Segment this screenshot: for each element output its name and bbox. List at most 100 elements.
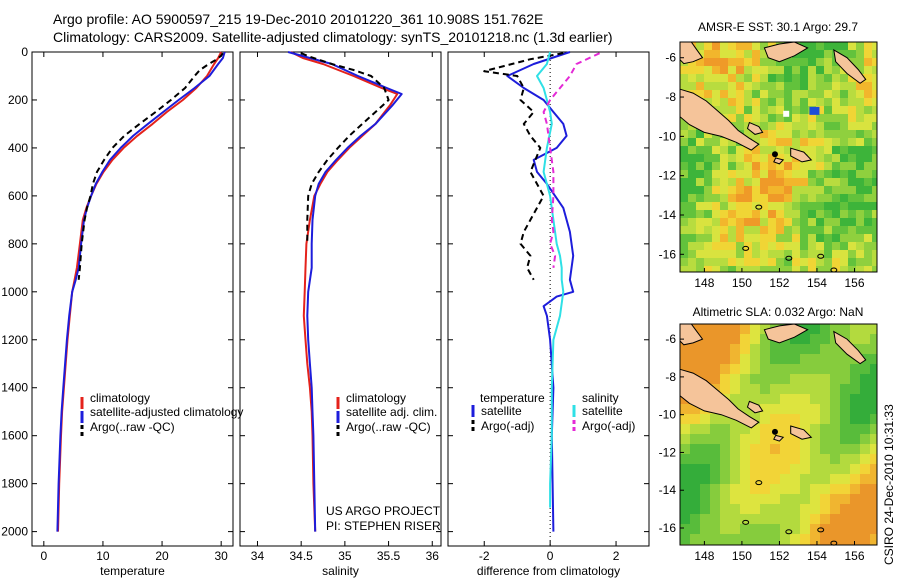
map-cell xyxy=(768,242,776,250)
map-cell xyxy=(704,202,712,210)
map-cell xyxy=(740,464,750,474)
map-cell xyxy=(760,74,768,82)
map-cell xyxy=(752,114,760,122)
map-cell xyxy=(872,58,877,66)
map-cell xyxy=(728,162,736,170)
land-mass xyxy=(763,41,809,63)
map-cell xyxy=(820,374,830,384)
land-mass xyxy=(790,147,813,163)
map-cell xyxy=(848,170,856,178)
map-cell xyxy=(800,484,810,494)
map-cell xyxy=(776,226,784,234)
x-axis-label: temperature xyxy=(100,564,165,578)
map-cell xyxy=(752,242,760,250)
map-cell xyxy=(784,226,792,234)
map-cell xyxy=(810,354,820,364)
map-cell xyxy=(750,464,760,474)
map-cell xyxy=(860,494,870,504)
map-cell xyxy=(736,66,744,74)
map-cell xyxy=(740,344,750,354)
map-cell xyxy=(744,82,752,90)
map-cell xyxy=(752,250,760,258)
map-cell xyxy=(848,114,856,122)
map-cell xyxy=(832,74,840,82)
map-cell xyxy=(800,90,808,98)
map-cell xyxy=(760,494,770,504)
map-cell xyxy=(824,178,832,186)
map-cell xyxy=(808,146,816,154)
legend-label-temp-satellite: satellite xyxy=(481,404,522,418)
map-cell xyxy=(830,494,840,504)
map-cell xyxy=(744,74,752,82)
map-cell xyxy=(704,266,712,272)
legend-header-salinity: salinity xyxy=(582,391,619,405)
map-cell xyxy=(740,474,750,484)
map-cell xyxy=(720,42,728,50)
map-cell xyxy=(704,210,712,218)
map-cell xyxy=(736,106,744,114)
map-cell xyxy=(860,514,870,524)
map-cell xyxy=(750,484,760,494)
y-tick-label: -16 xyxy=(659,521,677,535)
map-cell xyxy=(860,504,870,514)
map-cell xyxy=(850,464,860,474)
map-cell xyxy=(768,234,776,242)
map-cell xyxy=(830,504,840,514)
map-cell xyxy=(696,186,704,194)
map-cell xyxy=(830,444,840,454)
map-cell xyxy=(860,364,870,374)
map-cell xyxy=(820,434,830,444)
map-cell xyxy=(792,106,800,114)
map-cell xyxy=(800,226,808,234)
map-cell xyxy=(760,42,768,50)
map-cell xyxy=(850,364,860,374)
legend-label-argo: Argo(..raw -QC) xyxy=(90,420,175,434)
x-tick-label: 152 xyxy=(769,276,789,290)
y-tick-label: 400 xyxy=(8,141,28,155)
map-cell xyxy=(730,374,740,384)
map-cell xyxy=(824,50,832,58)
map-cell xyxy=(832,130,840,138)
x-tick-label: 148 xyxy=(694,549,714,563)
map-cell xyxy=(824,218,832,226)
map-cell xyxy=(728,74,736,82)
map-cell xyxy=(810,424,820,434)
map-cell xyxy=(870,404,877,414)
map-cell xyxy=(710,484,720,494)
x-tick-label: 154 xyxy=(807,276,827,290)
map-cell xyxy=(808,50,816,58)
map-cell xyxy=(792,122,800,130)
map-cell xyxy=(832,242,840,250)
map-cell xyxy=(752,170,760,178)
map-cell xyxy=(800,464,810,474)
map-cell xyxy=(740,374,750,384)
map-cell xyxy=(680,414,690,424)
map-cell xyxy=(720,74,728,82)
map-cell xyxy=(704,82,712,90)
map-cell xyxy=(832,202,840,210)
land-mass xyxy=(746,400,764,414)
legend-label-sal-argo: Argo(-adj) xyxy=(582,419,635,433)
map-cell xyxy=(860,454,870,464)
map-cell xyxy=(810,474,820,484)
map-cell xyxy=(730,434,740,444)
map-cell xyxy=(840,106,848,114)
map-cell xyxy=(768,186,776,194)
map-cell xyxy=(808,162,816,170)
map-cell xyxy=(816,130,824,138)
map-cell xyxy=(720,534,730,544)
map-cell xyxy=(840,98,848,106)
map-cell xyxy=(856,154,864,162)
map-cell xyxy=(800,534,810,544)
map-cell xyxy=(792,98,800,106)
map-cell xyxy=(710,494,720,504)
map-cell xyxy=(776,266,784,272)
x-axis-label: difference from climatology xyxy=(477,564,620,578)
map-cell xyxy=(784,66,792,74)
map-cell xyxy=(712,82,720,90)
y-tick-label: 1600 xyxy=(1,429,28,443)
map-cell xyxy=(776,218,784,226)
map-cell xyxy=(816,154,824,162)
map-cell xyxy=(840,82,848,90)
map-cell xyxy=(848,98,856,106)
